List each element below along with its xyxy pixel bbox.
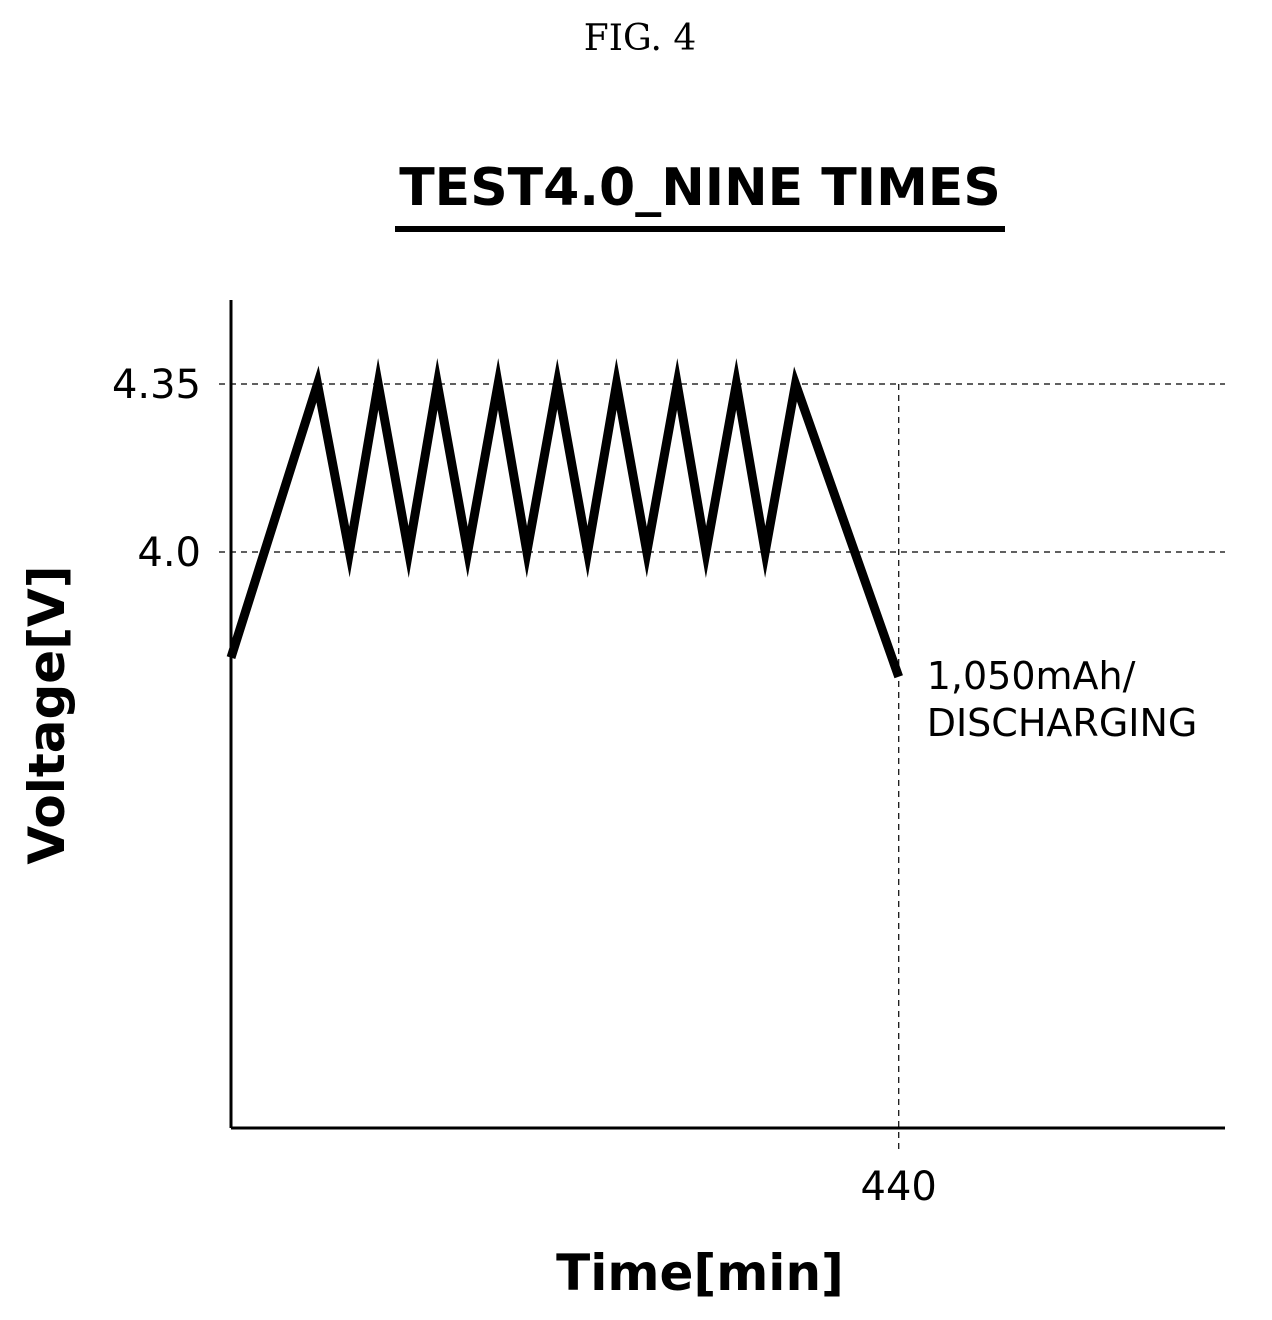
axes <box>229 300 1225 1130</box>
series <box>226 358 903 679</box>
gridlines <box>219 383 1225 1152</box>
annotation-text: 1,050mAh/ <box>927 654 1136 698</box>
series-line-0 <box>226 358 903 679</box>
y-tick-label: 4.0 <box>137 530 201 576</box>
tick-labels: 4.0 4.35 440 <box>112 362 937 1210</box>
chart-title: TEST4.0_NINE TIMES <box>399 158 1001 218</box>
annotation-text: DISCHARGING <box>927 701 1198 745</box>
figure-label: FIG. 4 <box>584 18 696 59</box>
y-axis-title: Voltage[V] <box>18 565 76 864</box>
x-axis-title: Time[min] <box>556 1244 844 1302</box>
x-tick-label: 440 <box>861 1164 937 1210</box>
y-tick-label: 4.35 <box>112 362 201 408</box>
annotations: 1,050mAh/DISCHARGING <box>927 654 1198 745</box>
